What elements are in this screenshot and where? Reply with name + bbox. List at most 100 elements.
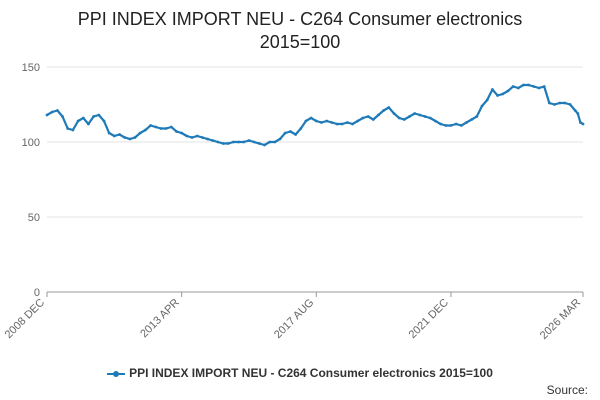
data-point[interactable] [563, 101, 567, 105]
data-point[interactable] [232, 140, 235, 144]
data-point[interactable] [206, 137, 209, 141]
data-point[interactable] [56, 109, 59, 112]
data-point[interactable] [532, 85, 536, 88]
data-point[interactable] [180, 131, 184, 135]
data-point[interactable] [335, 122, 339, 126]
data-point[interactable] [576, 112, 580, 115]
data-point[interactable] [247, 139, 251, 142]
data-point[interactable] [522, 83, 525, 87]
data-point[interactable] [491, 88, 494, 91]
data-point[interactable] [325, 119, 329, 123]
data-point[interactable] [558, 101, 562, 105]
data-point[interactable] [320, 121, 323, 124]
data-point[interactable] [330, 121, 334, 124]
data-point[interactable] [402, 118, 406, 121]
data-point[interactable] [66, 127, 70, 130]
data-point[interactable] [294, 133, 297, 136]
data-point[interactable] [516, 86, 520, 90]
data-point[interactable] [581, 122, 585, 126]
data-point[interactable] [408, 115, 411, 118]
data-point[interactable] [201, 136, 204, 139]
data-point[interactable] [102, 119, 106, 123]
data-point[interactable] [226, 142, 230, 145]
data-point[interactable] [470, 118, 474, 121]
data-point[interactable] [169, 125, 173, 129]
legend[interactable]: PPI INDEX IMPORT NEU - C264 Consumer ele… [0, 366, 600, 380]
data-point[interactable] [128, 137, 132, 141]
data-point[interactable] [283, 131, 287, 135]
data-point[interactable] [242, 140, 246, 144]
data-point[interactable] [537, 86, 541, 90]
data-point[interactable] [579, 121, 582, 124]
data-point[interactable] [71, 128, 75, 132]
data-point[interactable] [465, 121, 468, 124]
data-point[interactable] [45, 113, 49, 117]
data-point[interactable] [216, 140, 220, 144]
data-point[interactable] [185, 134, 189, 138]
data-point[interactable] [387, 106, 391, 109]
data-point[interactable] [439, 122, 442, 126]
data-point[interactable] [553, 103, 556, 106]
data-point[interactable] [309, 116, 313, 120]
data-point[interactable] [237, 140, 241, 144]
data-point[interactable] [195, 134, 199, 138]
data-point[interactable] [511, 85, 515, 88]
data-point[interactable] [496, 94, 499, 97]
data-point[interactable] [346, 121, 349, 124]
data-point[interactable] [351, 122, 354, 126]
data-point[interactable] [92, 115, 95, 118]
data-point[interactable] [366, 115, 370, 118]
data-point[interactable] [459, 124, 463, 127]
data-point[interactable] [340, 122, 344, 126]
data-point[interactable] [485, 98, 489, 102]
data-point[interactable] [87, 122, 90, 126]
data-point[interactable] [175, 130, 178, 133]
data-point[interactable] [138, 131, 142, 135]
data-point[interactable] [273, 140, 277, 144]
data-point[interactable] [76, 119, 80, 123]
data-point[interactable] [449, 124, 453, 127]
data-point[interactable] [144, 128, 147, 132]
data-point[interactable] [392, 112, 396, 115]
data-point[interactable] [377, 113, 380, 117]
data-point[interactable] [107, 131, 111, 135]
data-point[interactable] [444, 124, 448, 127]
data-point[interactable] [547, 101, 551, 105]
data-point[interactable] [418, 113, 422, 117]
data-point[interactable] [133, 136, 137, 139]
data-point[interactable] [50, 110, 54, 114]
data-point[interactable] [97, 113, 101, 117]
data-point[interactable] [289, 130, 292, 133]
data-point[interactable] [159, 127, 163, 130]
data-point[interactable] [454, 122, 458, 126]
data-point[interactable] [356, 119, 360, 123]
data-point[interactable] [112, 134, 116, 138]
data-point[interactable] [413, 112, 417, 115]
data-point[interactable] [304, 119, 308, 123]
data-point[interactable] [263, 143, 266, 147]
data-point[interactable] [568, 103, 572, 106]
data-point[interactable] [371, 118, 375, 121]
data-point[interactable] [123, 136, 127, 139]
data-point[interactable] [154, 125, 158, 129]
data-point[interactable] [475, 115, 479, 118]
data-point[interactable] [434, 119, 437, 123]
data-point[interactable] [506, 89, 510, 93]
data-point[interactable] [527, 83, 530, 87]
data-point[interactable] [542, 85, 546, 88]
data-point[interactable] [252, 140, 256, 144]
data-point[interactable] [149, 124, 153, 127]
data-point[interactable] [299, 127, 303, 130]
data-point[interactable] [423, 115, 427, 118]
data-point[interactable] [397, 116, 401, 120]
data-point[interactable] [428, 116, 432, 120]
data-point[interactable] [480, 104, 484, 108]
data-point[interactable] [382, 109, 385, 112]
data-point[interactable] [61, 115, 64, 118]
data-point[interactable] [278, 137, 282, 141]
data-point[interactable] [211, 139, 215, 142]
data-point[interactable] [190, 136, 194, 139]
data-point[interactable] [314, 119, 318, 123]
data-point[interactable] [164, 127, 168, 130]
data-point[interactable] [221, 142, 225, 145]
